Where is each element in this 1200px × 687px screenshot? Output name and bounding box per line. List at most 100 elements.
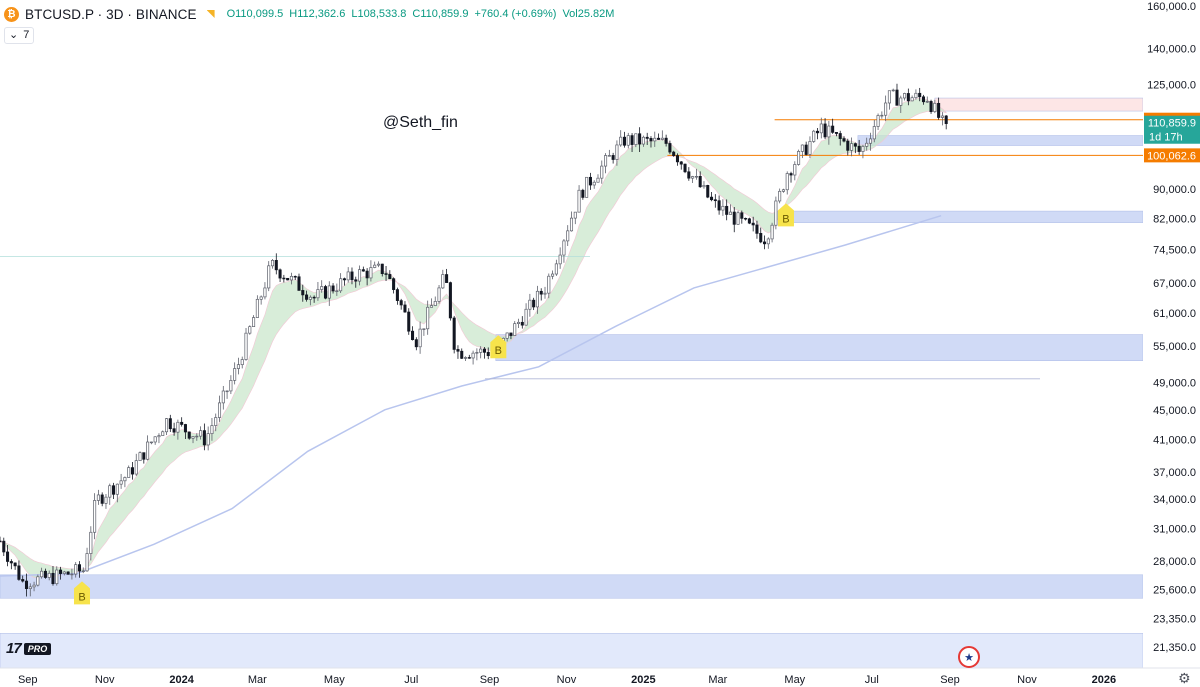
candle [944,115,948,130]
candle [479,346,483,359]
candle [702,181,706,189]
level-tag-low-text: 100,062.6 [1147,150,1196,162]
symbol-label[interactable]: BTCUSD.P · 3D · BINANCE [25,6,197,22]
candle [831,118,835,134]
candle [921,94,926,105]
candle [66,571,70,575]
candle-body [217,402,222,418]
candle-body [657,137,661,140]
us-flag-event-icon[interactable]: ★ [958,646,980,668]
time-tick-label: Sep [940,674,960,686]
candle-body [146,441,150,460]
candle-body [740,212,744,219]
candle-body [312,296,316,299]
candle-body [0,540,2,543]
candle [660,130,664,141]
candle [857,139,861,155]
candle-body [596,177,600,183]
time-tick-label: Mar [248,674,267,686]
candle-body [240,359,244,366]
candle [645,132,649,145]
candle-body [940,115,944,118]
candle [937,97,941,120]
time-tick-label: Jul [404,674,418,686]
candle [376,261,381,268]
candle [872,120,876,143]
candle [592,180,596,189]
candle [812,129,816,143]
candle-body [482,348,486,353]
candle-body [286,277,290,281]
candle [93,493,97,540]
last-price-tag: 110,859.9 1d 17h [1144,115,1200,144]
candle [183,423,187,440]
candle [70,568,74,580]
candle-body [388,274,392,280]
candle-body [759,233,763,243]
buy-markers-layer: B B B [74,203,794,605]
candle [142,452,146,464]
candle [172,422,176,436]
candle-body [706,185,710,198]
time-tick-label: Sep [480,674,500,686]
candle-body [509,332,513,336]
candle [403,301,407,313]
candle [127,465,131,478]
tradingview-logo[interactable]: 17 PRO [6,640,52,657]
candle [418,321,422,354]
candle-body [236,364,240,369]
candle-body [532,299,536,308]
candle [876,113,880,131]
ohlc-readout: O110,099.5 H112,362.6 L108,533.8 C110,85… [227,8,615,20]
candle [180,417,184,427]
candle-body [9,561,13,564]
price-tick-label: 55,000.0 [1153,341,1196,353]
candle [577,185,581,213]
candle-body [778,190,782,202]
candle-body [342,278,346,281]
candle-body [554,263,558,275]
candle-body [441,274,445,289]
candle-body [252,317,256,327]
time-tick-label: Nov [95,674,115,686]
candle [679,161,683,170]
candle-body [392,278,396,290]
gear-icon[interactable]: ⚙ [1178,670,1191,686]
candle-body [479,348,483,353]
candle [342,277,346,286]
candle [755,220,759,239]
candle-body [361,269,365,272]
candle-body [183,424,187,433]
candle-body [278,269,282,279]
candle [308,295,312,306]
pro-badge: PRO [23,642,52,655]
candle-body [437,287,441,302]
zone-rect [934,97,1144,112]
candle-body [263,287,267,298]
candle-body [906,93,910,102]
indicators-toggle[interactable]: ⌄ 7 [4,27,35,44]
time-tick-label: May [324,674,345,686]
candle [429,298,433,308]
candle-body [611,155,615,160]
candle [834,132,838,137]
candle-body [195,435,199,438]
candle-body [789,173,793,176]
candle [865,137,869,151]
candle-body [376,263,381,266]
candle-body [585,176,589,198]
candle [297,273,301,291]
candle [475,348,479,361]
candle-body [168,418,172,430]
candle-body [853,143,857,147]
candle [28,583,32,597]
buy-marker-shape [74,581,91,605]
candle [887,90,891,110]
candle-body [558,254,562,265]
candle-body [702,185,706,188]
candle [861,144,865,159]
candle-body [233,368,237,381]
buy-marker-label: B [78,591,85,603]
candle-body [2,540,6,553]
